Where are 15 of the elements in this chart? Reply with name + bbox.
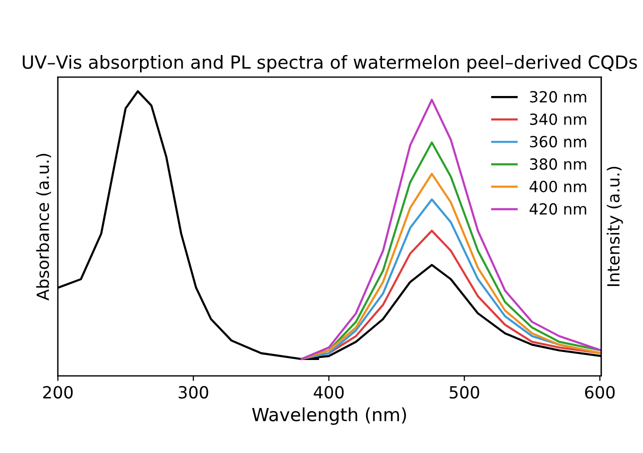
chart-title: UV–Vis absorption and PL spectra of watermelon peel–derived CQDs [22, 54, 637, 72]
legend-label: 360 nm [530, 136, 586, 148]
x-axis-title: Wavelength (nm) [252, 407, 406, 425]
legend-label: 340 nm [530, 113, 586, 126]
legend-label: 380 nm [530, 158, 586, 170]
legend-label: 420 nm [530, 203, 586, 215]
legend-label: 320 nm [530, 91, 586, 103]
y-axis-title: Absorbance (a.u.) [36, 154, 52, 300]
x-tick-label: 400 [314, 386, 344, 399]
x-tick-label: 300 [178, 386, 208, 399]
x-tick-label: 600 [585, 386, 615, 399]
legend-label: 400 nm [530, 180, 586, 192]
y2-axis-title: Intensity (a.u.) [606, 166, 623, 286]
x-tick-label: 500 [450, 386, 480, 399]
x-tick-label: 200 [43, 386, 73, 399]
